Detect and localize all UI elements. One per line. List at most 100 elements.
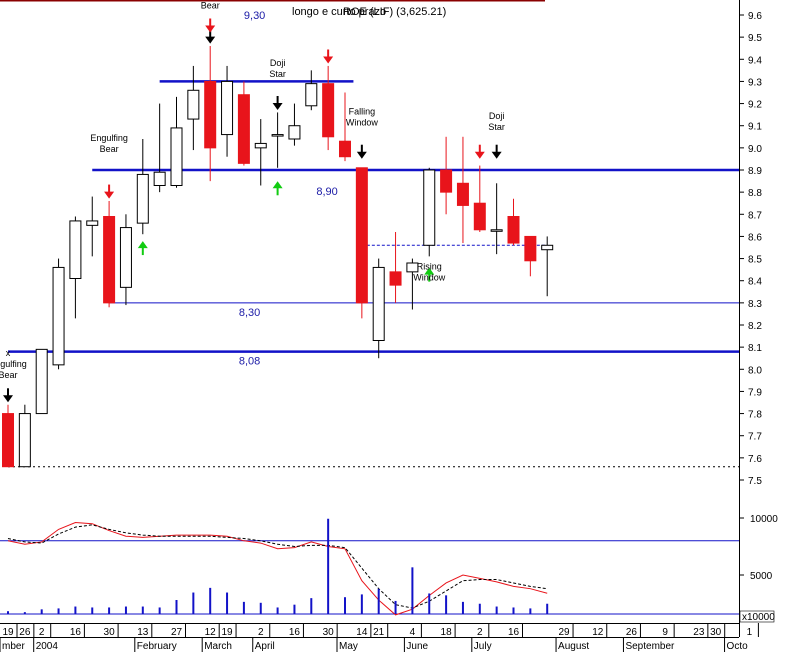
candle-body [372, 266, 385, 341]
chart-title-overlap: ROE (LIF) (3,625.21) [343, 6, 446, 18]
candle [473, 165, 486, 232]
signal-arrows [3, 18, 502, 403]
candle [456, 136, 469, 244]
level-label: 9,30 [244, 10, 265, 22]
stoch-tick-label: 10000 [750, 514, 778, 525]
period-label: June [406, 641, 428, 652]
date-tick-label: 30 [104, 627, 116, 638]
candle-body [18, 413, 31, 468]
candle [187, 65, 200, 151]
candle [35, 348, 48, 415]
stochastic-panel: 10000 5000 [0, 514, 778, 616]
price-tick-label: 9.3 [748, 77, 762, 88]
pattern-label: Bear [100, 144, 119, 154]
candle [305, 70, 318, 111]
arrow-head [474, 151, 485, 159]
pattern-label: Falling [349, 107, 376, 117]
pattern-label: Window [346, 118, 379, 128]
date-tick-label: 2 [258, 627, 264, 638]
volume-scale-box [739, 610, 775, 623]
period-label: July [474, 641, 492, 652]
pattern-annotations: xEngulfingBearEngulfingBearEngulfingBear… [0, 0, 505, 380]
candle-body [86, 220, 99, 226]
candle [52, 258, 65, 370]
candle [221, 65, 234, 157]
candle [170, 96, 183, 188]
candle-body [406, 262, 419, 273]
date-tick-label: 13 [137, 627, 149, 638]
price-tick-label: 7.9 [748, 387, 762, 398]
date-tick-label: 12 [205, 627, 217, 638]
signal-arrow [137, 241, 148, 256]
pattern-label: Doji [270, 58, 286, 68]
candle-body [35, 348, 48, 415]
candle [490, 183, 503, 255]
price-tick-label: 9.2 [748, 100, 762, 111]
arrow-head [137, 241, 148, 249]
price-tick-label: 8.2 [748, 321, 762, 332]
candle [103, 201, 116, 308]
period-label: September [625, 641, 675, 652]
date-tick-label: 26 [19, 627, 31, 638]
candle-body [473, 202, 486, 231]
date-tick-label: 16 [289, 627, 301, 638]
candle [389, 232, 402, 303]
candle-body [69, 220, 82, 280]
date-tick-label: 23 [693, 627, 705, 638]
date-tick-label: 30 [323, 627, 335, 638]
date-tick-label: 1 [747, 627, 753, 638]
candle [322, 65, 335, 151]
candle [288, 103, 301, 146]
candle [18, 404, 31, 468]
signal-arrow [491, 144, 502, 159]
candle-body [507, 216, 520, 244]
price-tick-label: 8.6 [748, 232, 762, 243]
candle [271, 112, 284, 168]
candle-body [524, 235, 537, 262]
arrow-head [3, 395, 13, 403]
candle [254, 119, 267, 186]
pattern-label: Bear [201, 0, 220, 10]
candle [204, 46, 217, 182]
candle-body [119, 227, 132, 288]
candle [339, 92, 351, 162]
price-tick-label: 8.4 [748, 277, 762, 288]
price-tick-label: 8.3 [748, 299, 762, 310]
date-tick-label: 30 [710, 627, 722, 638]
price-tick-label: 9.1 [748, 122, 762, 133]
price-tick-label: 8.1 [748, 343, 762, 354]
date-tick-label: 29 [558, 627, 570, 638]
candle [406, 258, 419, 310]
signal-arrow [272, 96, 283, 110]
date-tick-label: 9 [662, 627, 668, 638]
arrow-head [323, 56, 334, 64]
candle-body [52, 266, 65, 366]
candle-body [288, 125, 301, 140]
arrow-head [424, 267, 435, 275]
candlesticks [2, 46, 554, 468]
candle-body [254, 142, 267, 149]
pattern-label: Star [269, 69, 286, 79]
pattern-label: Doji [489, 111, 505, 121]
period-label: May [339, 641, 358, 652]
date-tick-label: 2 [39, 627, 45, 638]
level-label: 8,30 [239, 307, 260, 319]
level-label: 8,90 [316, 186, 337, 198]
candle-body [170, 127, 183, 187]
candle [2, 404, 14, 468]
date-tick-label: 21 [373, 627, 385, 638]
period-label: February [137, 641, 177, 652]
date-tick-label: 19 [221, 627, 233, 638]
candle [153, 103, 166, 193]
signal-arrow [272, 181, 283, 196]
candle [355, 167, 368, 319]
candle [524, 235, 537, 277]
arrow-head [272, 103, 283, 110]
price-tick-label: 9.5 [748, 33, 762, 44]
arrow-head [356, 151, 367, 159]
stoch-d-line [7, 524, 548, 609]
arrow-head [104, 191, 115, 199]
signal-arrow [104, 184, 115, 199]
price-tick-label: 9.6 [748, 11, 762, 22]
candle [423, 167, 436, 257]
